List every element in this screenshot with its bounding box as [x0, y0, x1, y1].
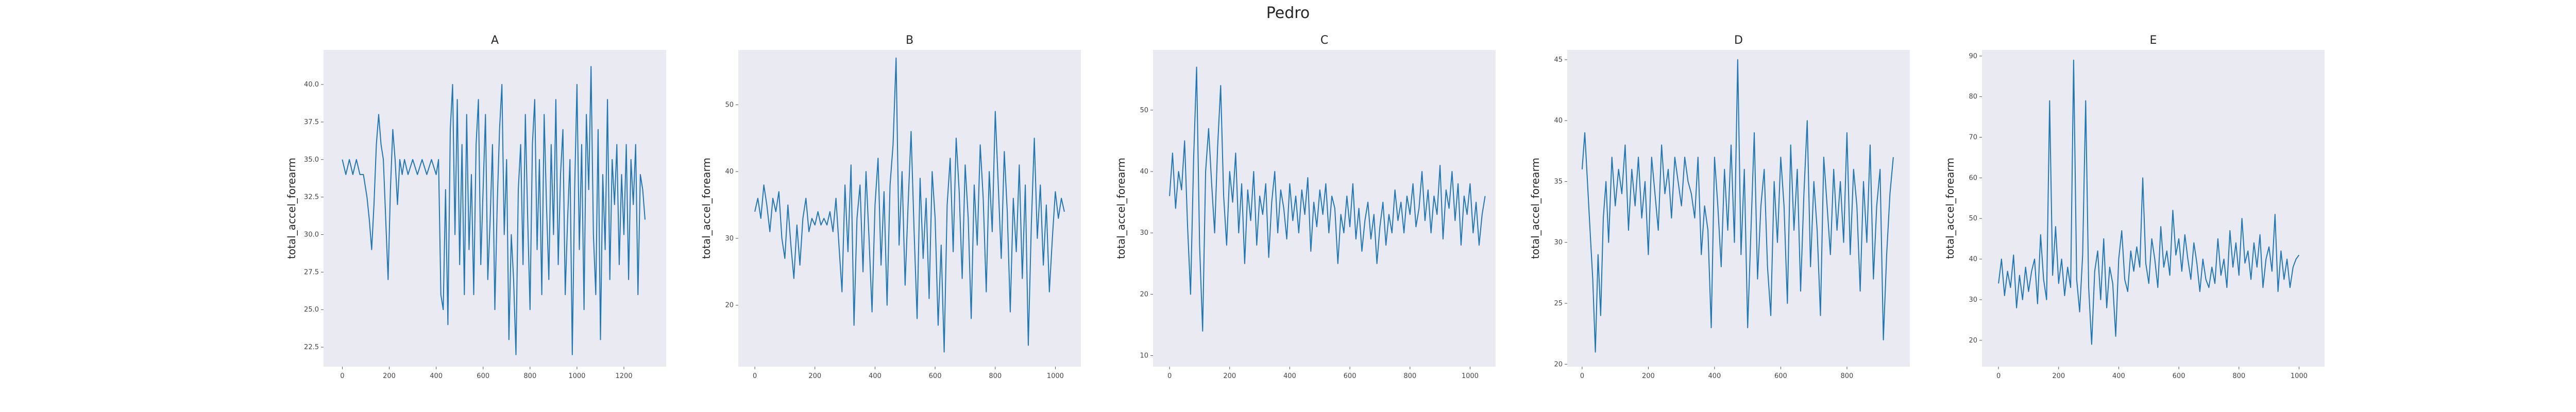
- subplot-title: E: [2150, 34, 2157, 47]
- y-tick-label: 32.5: [304, 194, 319, 201]
- y-tick-label: 60: [1969, 174, 1977, 182]
- y-tick-label: 40: [1554, 117, 1563, 125]
- series-line: [1998, 59, 2300, 345]
- y-axis-label: total_accel_forearm: [1529, 158, 1541, 259]
- x-tick-label: 1000: [1462, 372, 1479, 380]
- x-tick-label: 0: [1580, 372, 1584, 380]
- x-tick-label: 400: [1283, 372, 1296, 380]
- x-tick-label: 0: [753, 372, 757, 380]
- x-tick-label: 1200: [615, 372, 632, 380]
- y-tick-label: 50: [725, 101, 734, 109]
- x-tick-label: 800: [1403, 372, 1416, 380]
- x-tick-label: 400: [1708, 372, 1721, 380]
- y-tick-label: 25: [1554, 300, 1563, 307]
- y-tick-label: 25.0: [304, 306, 319, 314]
- subplot-title: A: [491, 34, 499, 47]
- y-axis-label: total_accel_forearm: [285, 158, 298, 259]
- subplot-title: B: [906, 34, 913, 47]
- y-tick-label: 40: [725, 168, 734, 176]
- plot-area: [1153, 50, 1496, 367]
- x-tick-label: 800: [989, 372, 1002, 380]
- x-tick-label: 600: [1774, 372, 1787, 380]
- y-tick-label: 30.0: [304, 231, 319, 239]
- x-tick-label: 800: [523, 372, 536, 380]
- plot-area: [324, 50, 666, 367]
- y-tick-label: 45: [1554, 56, 1563, 64]
- y-tick-label: 80: [1969, 93, 1977, 101]
- y-axis-label: total_accel_forearm: [1944, 158, 1956, 259]
- x-tick-label: 600: [477, 372, 489, 380]
- plot-area: [738, 50, 1081, 367]
- y-tick-label: 30: [1554, 239, 1563, 247]
- x-tick-label: 0: [1996, 372, 2001, 380]
- x-tick-label: 600: [2173, 372, 2185, 380]
- x-tick-label: 200: [808, 372, 821, 380]
- y-tick-label: 40: [1140, 168, 1148, 176]
- y-tick-label: 20: [1969, 337, 1977, 345]
- figure-title: Pedro: [1266, 4, 1310, 22]
- y-tick-label: 10: [1140, 352, 1148, 360]
- y-tick-label: 40: [1969, 255, 1977, 263]
- x-tick-label: 200: [1642, 372, 1655, 380]
- y-tick-label: 20: [725, 302, 734, 310]
- y-tick-label: 22.5: [304, 344, 319, 351]
- x-tick-label: 200: [1223, 372, 1236, 380]
- y-tick-label: 35: [1554, 178, 1563, 185]
- y-tick-label: 30: [725, 235, 734, 243]
- x-tick-label: 1000: [2291, 372, 2308, 380]
- plot-area: [1982, 50, 2325, 367]
- x-tick-label: 1000: [1047, 372, 1064, 380]
- x-tick-label: 0: [340, 372, 344, 380]
- subplot-title: C: [1320, 34, 1328, 47]
- y-tick-label: 35.0: [304, 156, 319, 164]
- series-line: [1169, 66, 1486, 332]
- x-tick-label: 600: [929, 372, 942, 380]
- series-line: [342, 66, 646, 355]
- y-tick-label: 50: [1969, 215, 1977, 222]
- series-line: [1581, 59, 1894, 353]
- x-tick-label: 800: [1841, 372, 1854, 380]
- x-tick-label: 600: [1344, 372, 1357, 380]
- x-tick-label: 400: [430, 372, 443, 380]
- subplot-title: D: [1734, 34, 1743, 47]
- y-axis-label: total_accel_forearm: [1115, 158, 1127, 259]
- y-tick-label: 37.5: [304, 118, 319, 126]
- x-tick-label: 0: [1167, 372, 1172, 380]
- y-tick-label: 50: [1140, 107, 1148, 114]
- y-tick-label: 20: [1554, 360, 1563, 368]
- x-tick-label: 400: [2112, 372, 2125, 380]
- x-tick-label: 400: [869, 372, 882, 380]
- x-tick-label: 200: [2052, 372, 2065, 380]
- x-tick-label: 800: [2232, 372, 2245, 380]
- x-tick-label: 200: [383, 372, 396, 380]
- y-tick-label: 70: [1969, 134, 1977, 142]
- series-line: [754, 57, 1065, 353]
- y-tick-label: 27.5: [304, 268, 319, 276]
- y-tick-label: 40.0: [304, 81, 319, 89]
- x-tick-label: 1000: [568, 372, 585, 380]
- y-tick-label: 30: [1140, 229, 1148, 237]
- y-tick-label: 30: [1969, 296, 1977, 304]
- y-tick-label: 90: [1969, 53, 1977, 60]
- y-axis-label: total_accel_forearm: [700, 158, 713, 259]
- y-tick-label: 20: [1140, 290, 1148, 298]
